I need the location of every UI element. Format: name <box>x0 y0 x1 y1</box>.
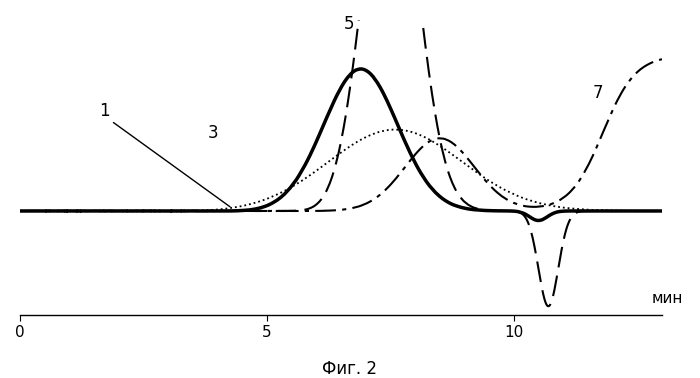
Text: 7: 7 <box>593 84 603 102</box>
Text: мин: мин <box>652 291 683 306</box>
Text: 1: 1 <box>99 102 109 120</box>
Text: 5: 5 <box>344 15 354 33</box>
Text: 3: 3 <box>207 124 218 142</box>
Text: Фиг. 2: Фиг. 2 <box>323 360 377 378</box>
